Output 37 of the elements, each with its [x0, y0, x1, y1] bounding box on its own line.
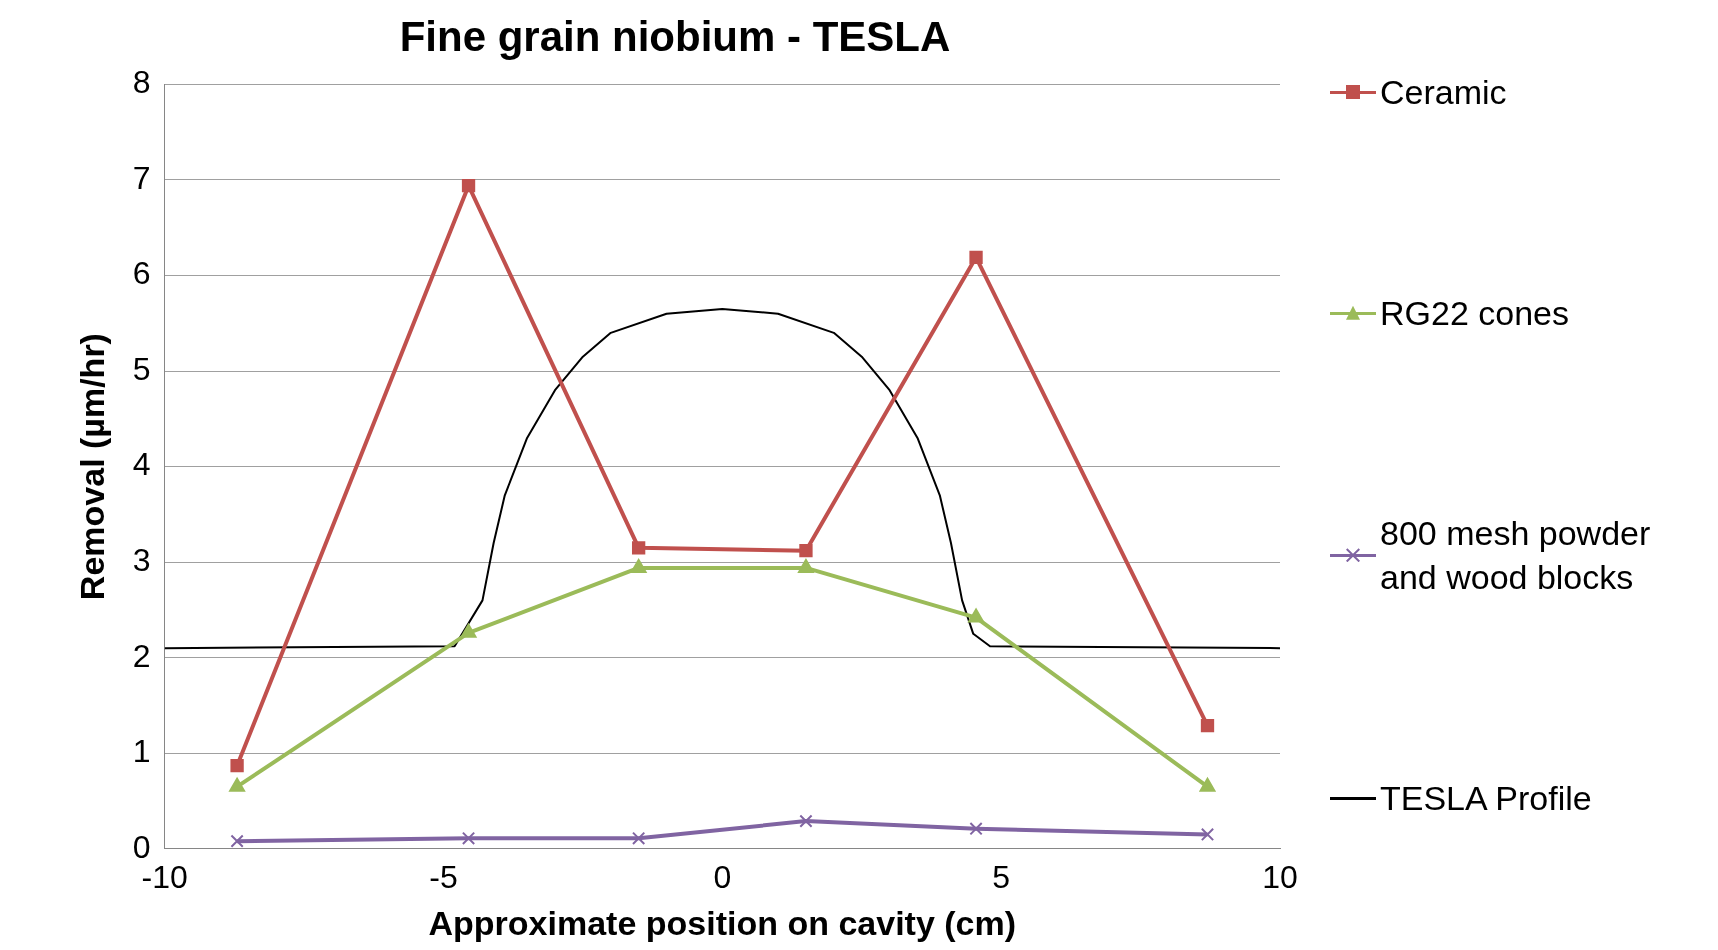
y-tick-label: 5 [132, 350, 151, 387]
point [799, 544, 813, 558]
point [1200, 827, 1215, 842]
point [631, 541, 646, 555]
point [1200, 718, 1215, 733]
x-tick-label: -5 [429, 858, 458, 895]
legend-label: 800 mesh powder and wood blocks [1380, 513, 1652, 599]
y-tick-label: 4 [132, 446, 151, 483]
x-tick-label: 5 [992, 858, 1011, 895]
y-tick-label: 2 [132, 637, 151, 674]
chart-title: Fine grain niobium - TESLA [399, 12, 951, 60]
y-tick-label: 8 [132, 64, 151, 101]
point [969, 822, 983, 836]
legend-label: Ceramic [1380, 72, 1507, 113]
point [631, 831, 646, 845]
point [461, 179, 476, 193]
y-tick-label: 3 [132, 541, 151, 578]
point [230, 834, 244, 848]
y-tick-label: 6 [132, 255, 151, 292]
point [230, 759, 244, 773]
point [630, 558, 647, 573]
point [460, 623, 477, 638]
point [799, 814, 813, 828]
x-tick-label: 10 [1262, 858, 1298, 895]
point [968, 608, 984, 623]
y-tick-label: 1 [132, 733, 151, 770]
point [461, 831, 476, 845]
y-tick-label: 7 [132, 159, 151, 196]
point [1199, 777, 1216, 792]
point [229, 777, 246, 792]
x-tick-label: 0 [713, 858, 732, 895]
legend-label: RG22 cones [1380, 292, 1569, 334]
legend-label: TESLA Profile [1380, 777, 1592, 819]
point [969, 250, 983, 264]
y-axis-title: Removal (µm/hr) [72, 333, 111, 601]
x-axis-title: Approximate position on cavity (cm) [428, 903, 1017, 942]
point [798, 558, 814, 573]
